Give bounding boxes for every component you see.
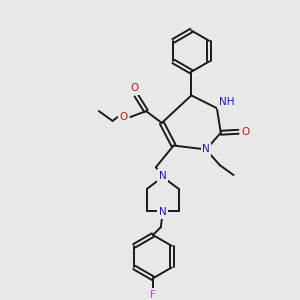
Text: F: F <box>150 290 156 300</box>
Text: N: N <box>159 207 167 218</box>
Text: NH: NH <box>219 97 235 107</box>
Text: O: O <box>241 127 250 137</box>
Text: O: O <box>130 83 138 94</box>
Text: O: O <box>119 112 128 122</box>
Text: N: N <box>202 145 210 154</box>
Text: N: N <box>159 171 167 181</box>
